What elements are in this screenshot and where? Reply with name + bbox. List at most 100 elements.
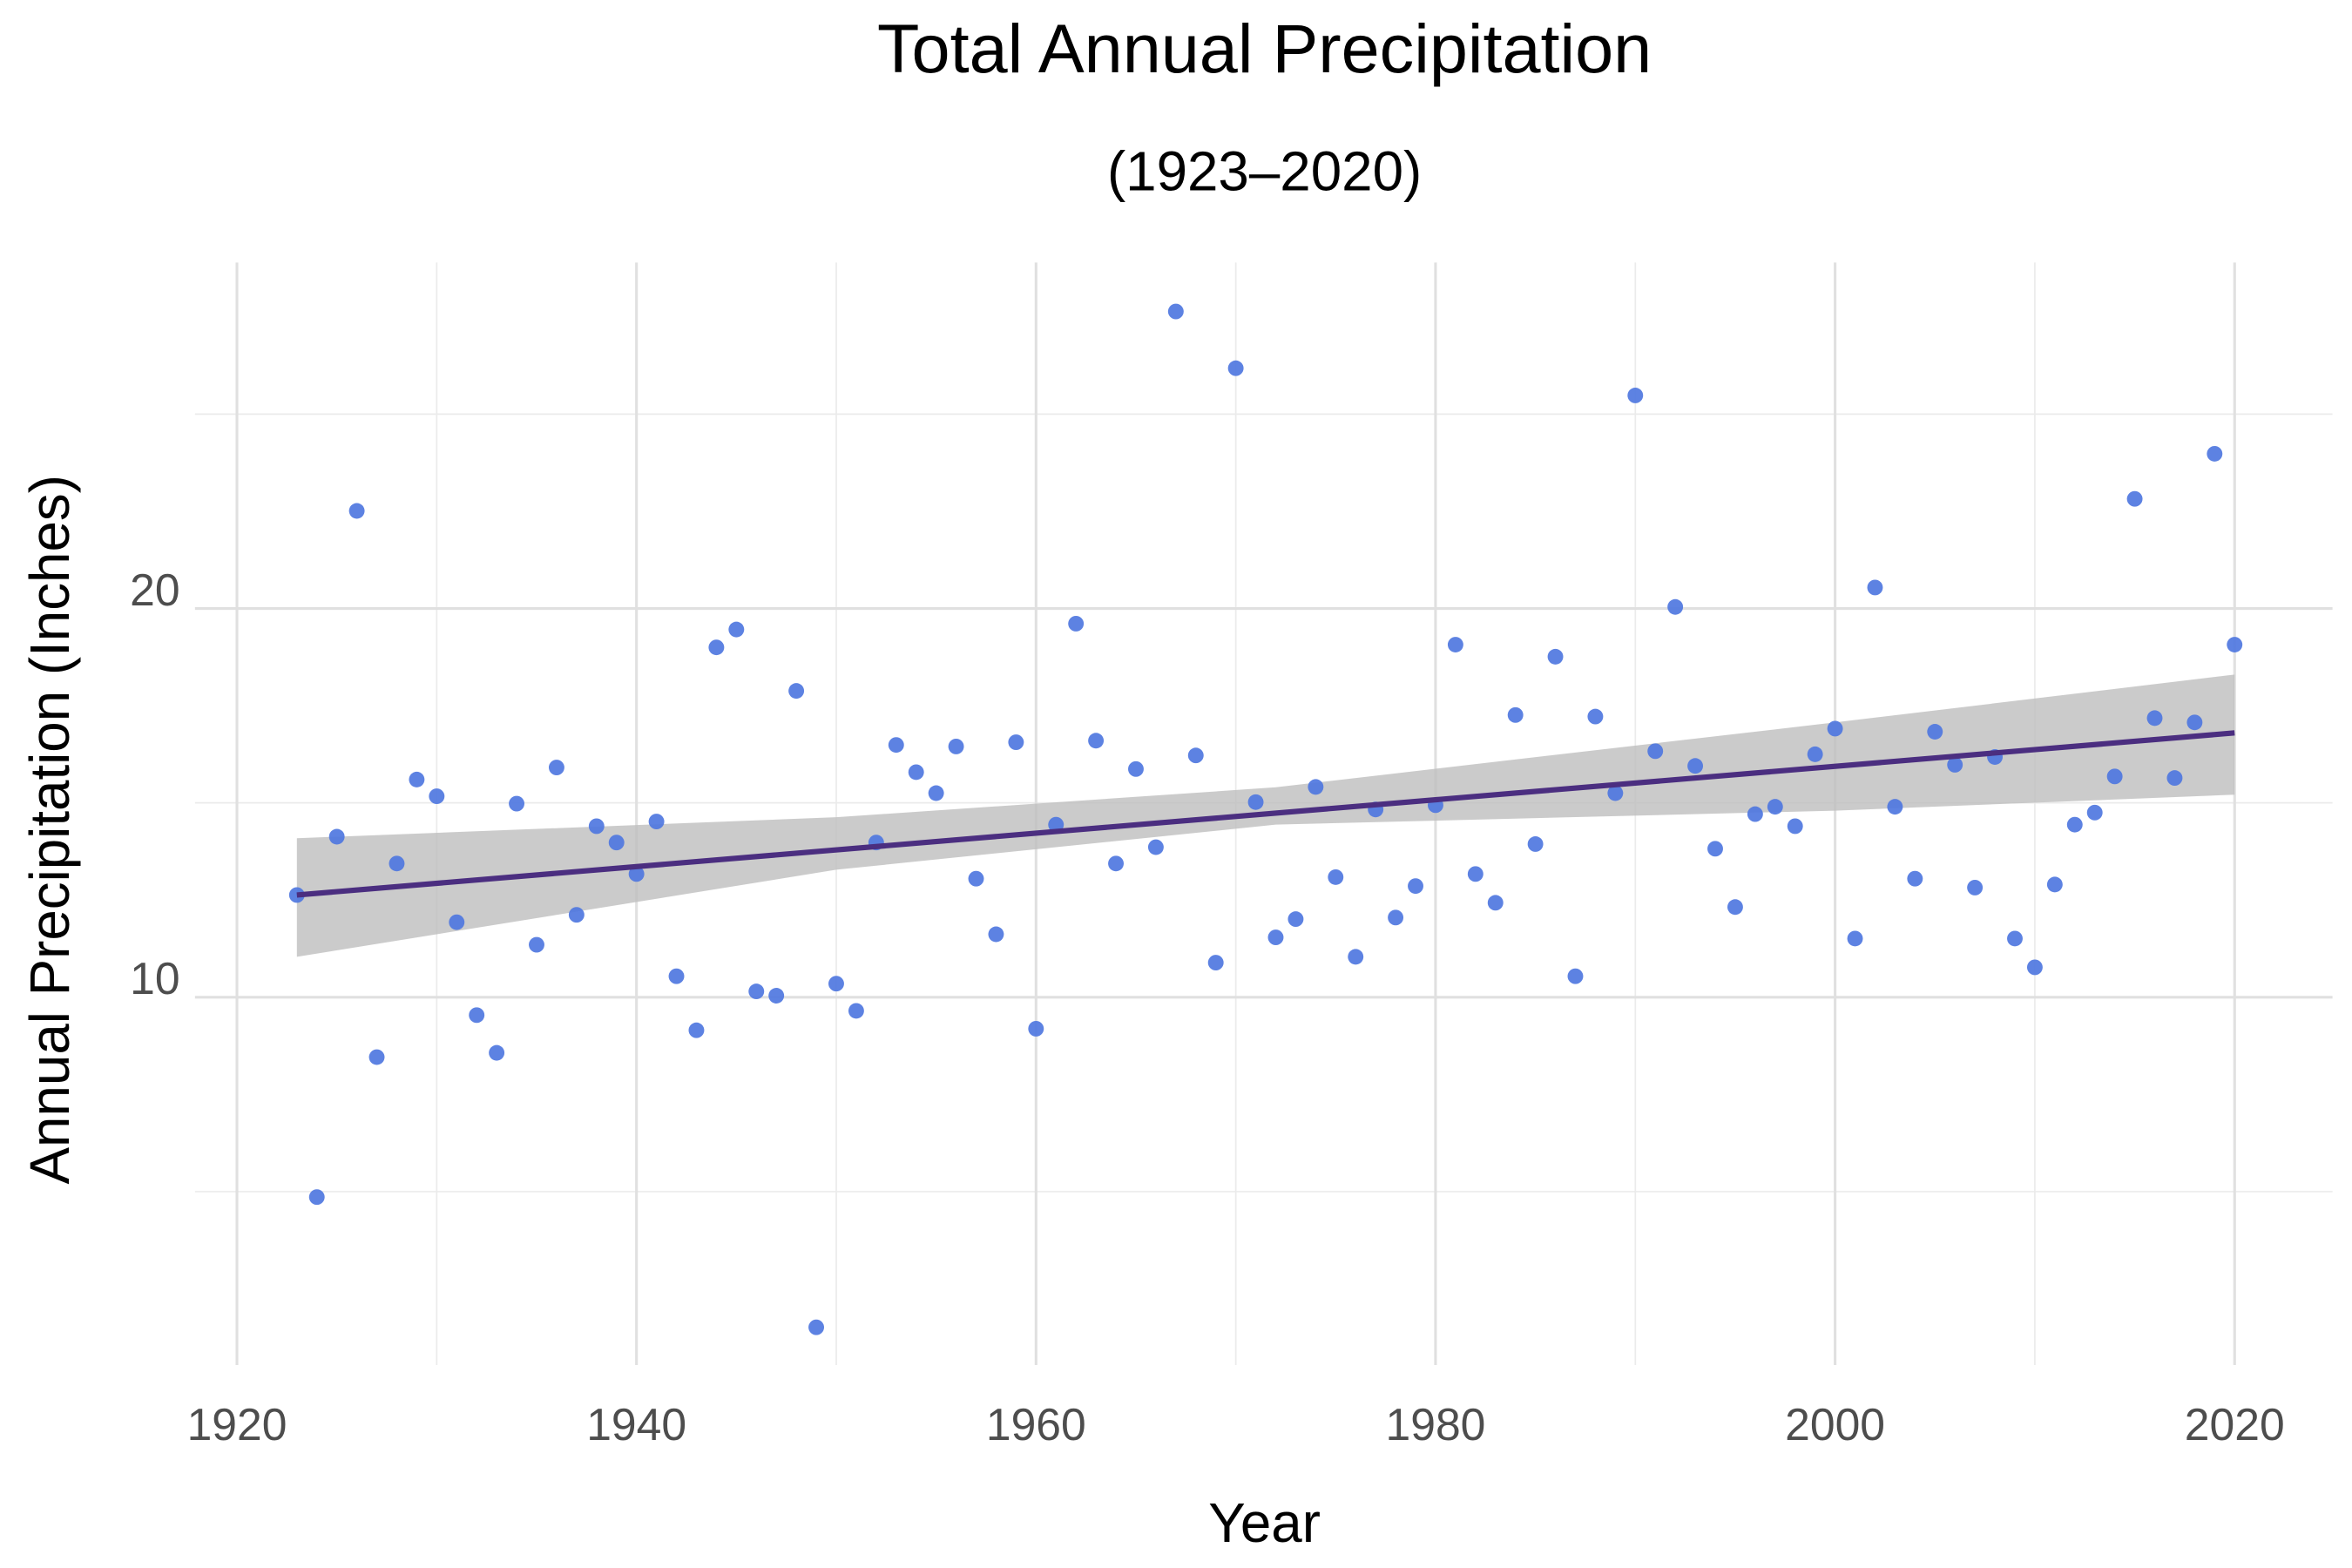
data-point (529, 936, 544, 953)
data-point (2146, 710, 2163, 727)
data-point (429, 788, 445, 805)
data-point (748, 983, 765, 1000)
data-point (1328, 868, 1344, 885)
data-point (688, 1022, 705, 1038)
data-point (2166, 770, 2183, 787)
data-point (1167, 303, 1184, 320)
data-point (1927, 724, 1943, 740)
data-point (2186, 714, 2203, 731)
y-axis-label: Annual Precipitation (Inches) (18, 475, 81, 1184)
data-point (1447, 637, 1463, 652)
data-point (608, 835, 625, 851)
data-point (2026, 959, 2043, 976)
data-point (1747, 806, 1763, 822)
data-point (1847, 930, 1863, 947)
data-point (1827, 720, 1843, 737)
data-point (1487, 895, 1504, 911)
data-point (1787, 818, 1803, 835)
data-point (409, 771, 425, 787)
data-point (368, 1049, 385, 1065)
trend-line (296, 730, 2235, 898)
x-tick-label: 2020 (2185, 1399, 2285, 1450)
data-point (1467, 866, 1484, 882)
data-point (708, 639, 725, 656)
x-axis-label: Year (1208, 1491, 1321, 1554)
data-point (2126, 490, 2143, 507)
data-point (1388, 909, 1404, 926)
data-point (308, 1189, 325, 1206)
data-point (1547, 648, 1564, 665)
data-point (2086, 804, 2103, 821)
data-point (728, 621, 745, 638)
data-point (548, 760, 564, 776)
data-point (1907, 870, 1923, 887)
x-tick-label: 2000 (1785, 1399, 1885, 1450)
data-point (1308, 779, 1324, 795)
data-point (888, 737, 904, 754)
data-point (928, 785, 944, 801)
x-tick-label: 1960 (986, 1399, 1086, 1450)
data-point (1128, 760, 1144, 777)
data-point (628, 866, 645, 882)
data-point (389, 855, 405, 872)
data-point (1527, 836, 1544, 852)
data-point (469, 1007, 485, 1024)
data-point (1267, 929, 1284, 946)
data-point (848, 1003, 864, 1019)
data-point (2007, 930, 2023, 947)
grid: 1920 1940 1960 1980 2000 2020 10 20 (130, 262, 2333, 1450)
data-point (1147, 839, 1164, 855)
data-point (1887, 799, 1903, 815)
data-point (1028, 1020, 1044, 1037)
data-point (1008, 734, 1024, 750)
x-tick-label: 1980 (1386, 1399, 1486, 1450)
x-tick-label: 1940 (586, 1399, 686, 1450)
data-point (1967, 879, 1984, 896)
data-point (808, 1319, 825, 1335)
data-point (1408, 878, 1423, 895)
data-point (2207, 445, 2223, 462)
data-point (648, 814, 665, 830)
data-point (1247, 794, 1264, 810)
data-point (668, 968, 685, 984)
data-point (1727, 899, 1743, 916)
data-point (449, 914, 465, 930)
data-point (1227, 360, 1244, 376)
x-tick-label: 1920 (187, 1399, 287, 1450)
data-point (2066, 816, 2083, 833)
data-point (1587, 708, 1604, 725)
data-point (1607, 785, 1624, 801)
data-point (489, 1044, 505, 1061)
data-point (1707, 841, 1723, 857)
data-point (1187, 747, 1204, 764)
data-point (1507, 706, 1524, 723)
data-point (1627, 388, 1644, 403)
data-point (768, 988, 785, 1004)
data-point (1207, 955, 1224, 971)
data-point (1647, 743, 1664, 760)
data-point (908, 764, 924, 781)
data-point (788, 683, 805, 700)
data-point (968, 870, 984, 887)
data-point (1867, 579, 1883, 596)
data-point (1687, 758, 1704, 774)
data-point (1108, 855, 1124, 872)
data-point (1348, 949, 1364, 965)
data-point (568, 907, 585, 923)
data-point (2227, 637, 2243, 652)
data-point (1288, 911, 1304, 928)
data-point (2106, 768, 2123, 785)
y-tick-label: 10 (130, 953, 179, 1004)
data-point (1667, 598, 1684, 615)
data-point (509, 795, 525, 812)
data-point (328, 828, 345, 845)
chart-title: Total Annual Precipitation (877, 10, 1652, 87)
data-point (2046, 876, 2063, 893)
data-point (988, 926, 1004, 943)
data-point (1068, 615, 1085, 632)
data-point (288, 887, 305, 903)
data-point (1567, 968, 1584, 984)
data-point (1947, 756, 1963, 773)
data-point (1767, 799, 1783, 815)
